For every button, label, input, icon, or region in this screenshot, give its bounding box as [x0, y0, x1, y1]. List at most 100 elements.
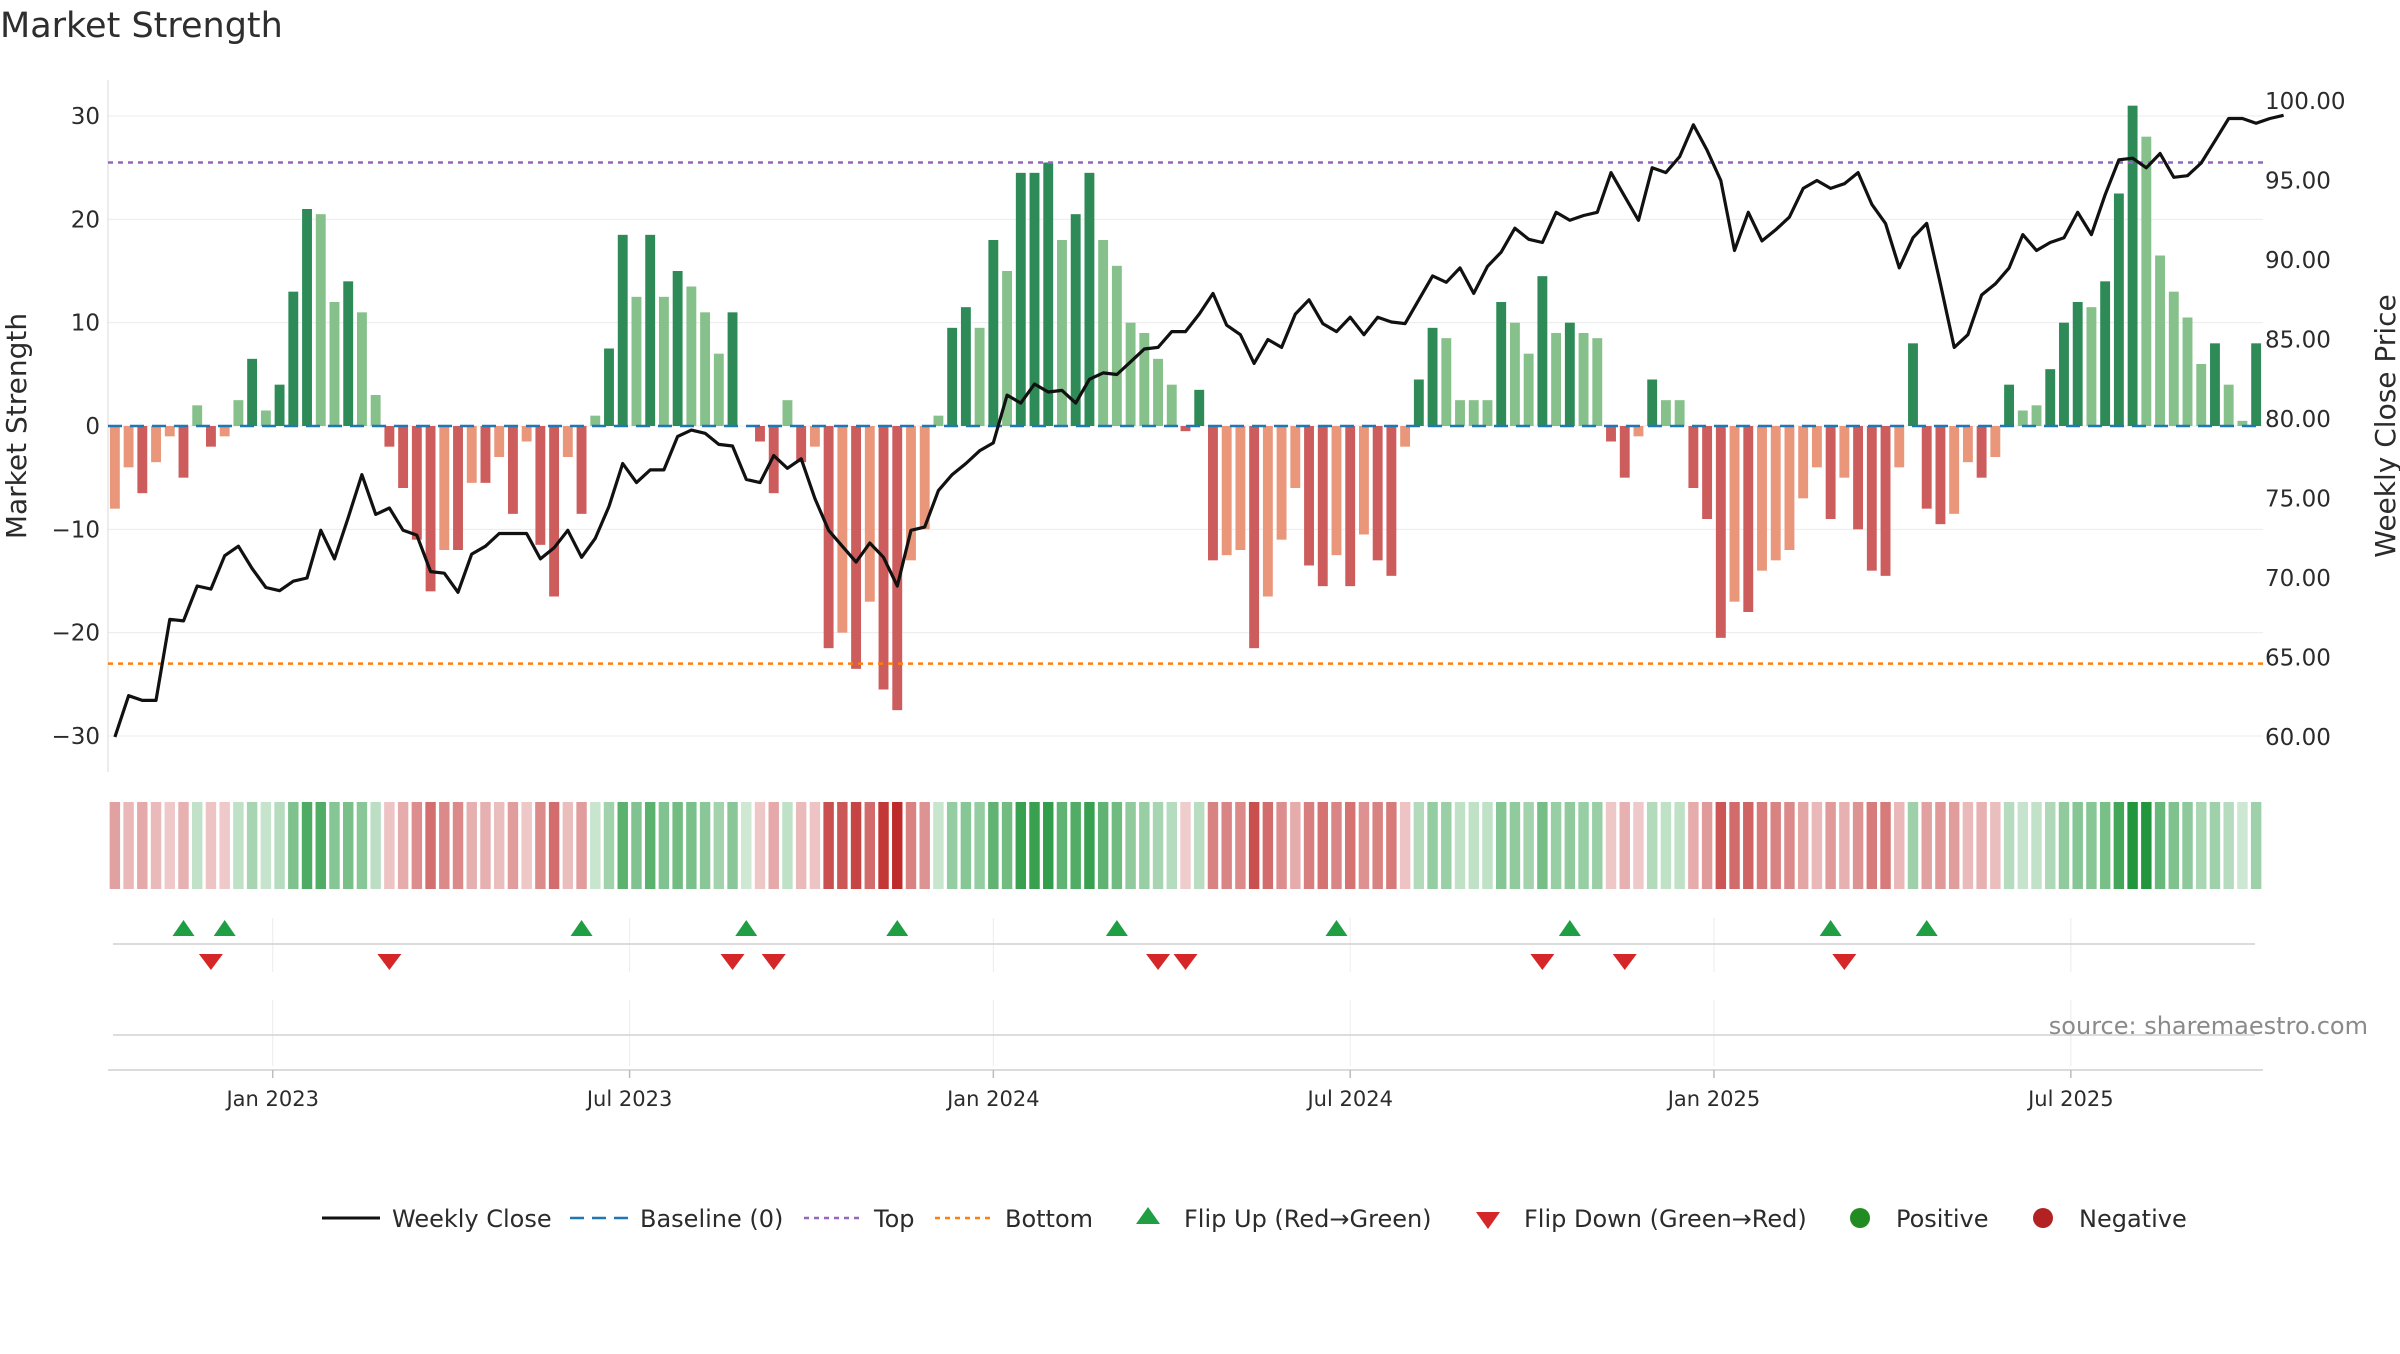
heat-cell — [1784, 802, 1795, 889]
legend-item: Top — [804, 1205, 915, 1233]
y-tick-label: 0 — [85, 414, 100, 440]
heat-cell — [480, 802, 491, 889]
strength-bar — [302, 209, 312, 426]
heat-cell — [1468, 802, 1479, 889]
strength-bar — [151, 426, 161, 463]
strength-bar — [2168, 291, 2179, 426]
legend-item: Baseline (0) — [570, 1205, 783, 1233]
legend-swatch-circle — [1850, 1208, 1870, 1228]
heat-cell — [1962, 802, 1974, 889]
heat-cell — [562, 802, 574, 889]
flip-up-marker — [1105, 920, 1128, 936]
strength-bar — [1166, 384, 1177, 426]
heat-cell — [178, 802, 189, 889]
y-tick-label: −20 — [51, 621, 100, 647]
heat-cell — [1619, 802, 1630, 889]
strength-bar — [1757, 426, 1767, 571]
heat-cell — [219, 802, 230, 889]
strength-bar — [288, 291, 299, 426]
legend-item: Negative — [2033, 1205, 2187, 1233]
strength-bar — [233, 400, 244, 426]
strength-bar — [1743, 426, 1754, 612]
strength-bar — [1509, 322, 1520, 426]
strength-bar — [1853, 426, 1864, 530]
heat-cell — [329, 802, 340, 889]
strength-bar — [1990, 426, 2001, 457]
strength-bar — [1455, 400, 1465, 426]
legend-label: Flip Up (Red→Green) — [1184, 1205, 1432, 1233]
flip-up-marker — [172, 920, 195, 936]
heat-cell — [205, 802, 217, 889]
heat-cell — [384, 802, 395, 889]
strength-bar — [768, 426, 779, 494]
strength-bar — [1660, 400, 1671, 426]
strength-bar — [576, 426, 587, 514]
strength-bar — [274, 384, 285, 426]
strength-bar — [453, 426, 463, 550]
heat-cell — [974, 802, 985, 889]
heat-cell — [1770, 802, 1781, 889]
heat-cell — [782, 802, 793, 889]
heat-cell — [370, 802, 381, 889]
strength-bar — [1551, 333, 1562, 426]
strength-bar — [1304, 426, 1314, 566]
strength-bar — [700, 312, 711, 426]
strength-bar — [2031, 405, 2042, 426]
flip-down-marker — [761, 954, 786, 970]
strength-bar — [2072, 302, 2083, 426]
strength-bar — [206, 426, 216, 447]
flip-down-marker — [1146, 954, 1171, 970]
heat-cell — [631, 802, 642, 889]
strength-bar — [343, 281, 354, 426]
heat-cell — [192, 802, 203, 889]
heat-cell — [1592, 802, 1603, 889]
heat-cell — [246, 802, 258, 889]
x-tick-label: Jul 2025 — [2026, 1087, 2113, 1111]
strength-bar — [398, 426, 409, 488]
source-label: source: sharemaestro.com — [2049, 1012, 2368, 1040]
heat-cell — [1797, 802, 1809, 889]
heat-cell — [1427, 802, 1438, 889]
strength-bar — [164, 426, 175, 437]
heat-cell — [1660, 802, 1672, 889]
heat-cell — [1139, 802, 1150, 889]
strength-bar — [1976, 426, 1987, 478]
flip-up-marker — [1915, 920, 1938, 936]
strength-bar — [2086, 307, 2097, 426]
heat-cell — [1029, 802, 1040, 889]
heat-cell — [727, 802, 738, 889]
strength-bar — [1400, 426, 1411, 447]
heat-cell — [301, 802, 313, 889]
heat-cell — [1633, 802, 1644, 889]
heat-cell — [150, 802, 162, 889]
heat-cell — [1152, 802, 1164, 889]
strength-bar — [260, 410, 271, 426]
heat-cell — [1894, 802, 1905, 889]
y2-tick-label: 70.00 — [2265, 566, 2331, 592]
strength-bar — [329, 302, 340, 426]
strength-bar — [1070, 214, 1081, 426]
strength-bar — [645, 234, 656, 426]
strength-bar — [2127, 105, 2138, 427]
heat-cell — [823, 802, 834, 889]
heat-cell — [2099, 802, 2111, 889]
heat-cell — [1509, 802, 1521, 889]
strength-bar — [1221, 426, 1232, 556]
heat-cell — [1290, 802, 1301, 889]
heat-cell — [1605, 802, 1617, 889]
strength-bar — [123, 426, 134, 468]
heat-cell — [1276, 802, 1287, 889]
heat-cell — [1921, 802, 1932, 889]
heat-cell — [2182, 802, 2193, 889]
strength-bar — [2045, 369, 2056, 426]
heat-cell — [1180, 802, 1191, 889]
heat-cell — [1839, 802, 1850, 889]
heat-cell — [1715, 802, 1727, 889]
strength-bar — [370, 395, 381, 426]
strength-bar — [1015, 172, 1026, 426]
strength-bar — [658, 296, 669, 426]
y2-tick-label: 75.00 — [2265, 487, 2331, 513]
heat-cell — [1015, 802, 1027, 889]
heat-cell — [1001, 802, 1013, 889]
